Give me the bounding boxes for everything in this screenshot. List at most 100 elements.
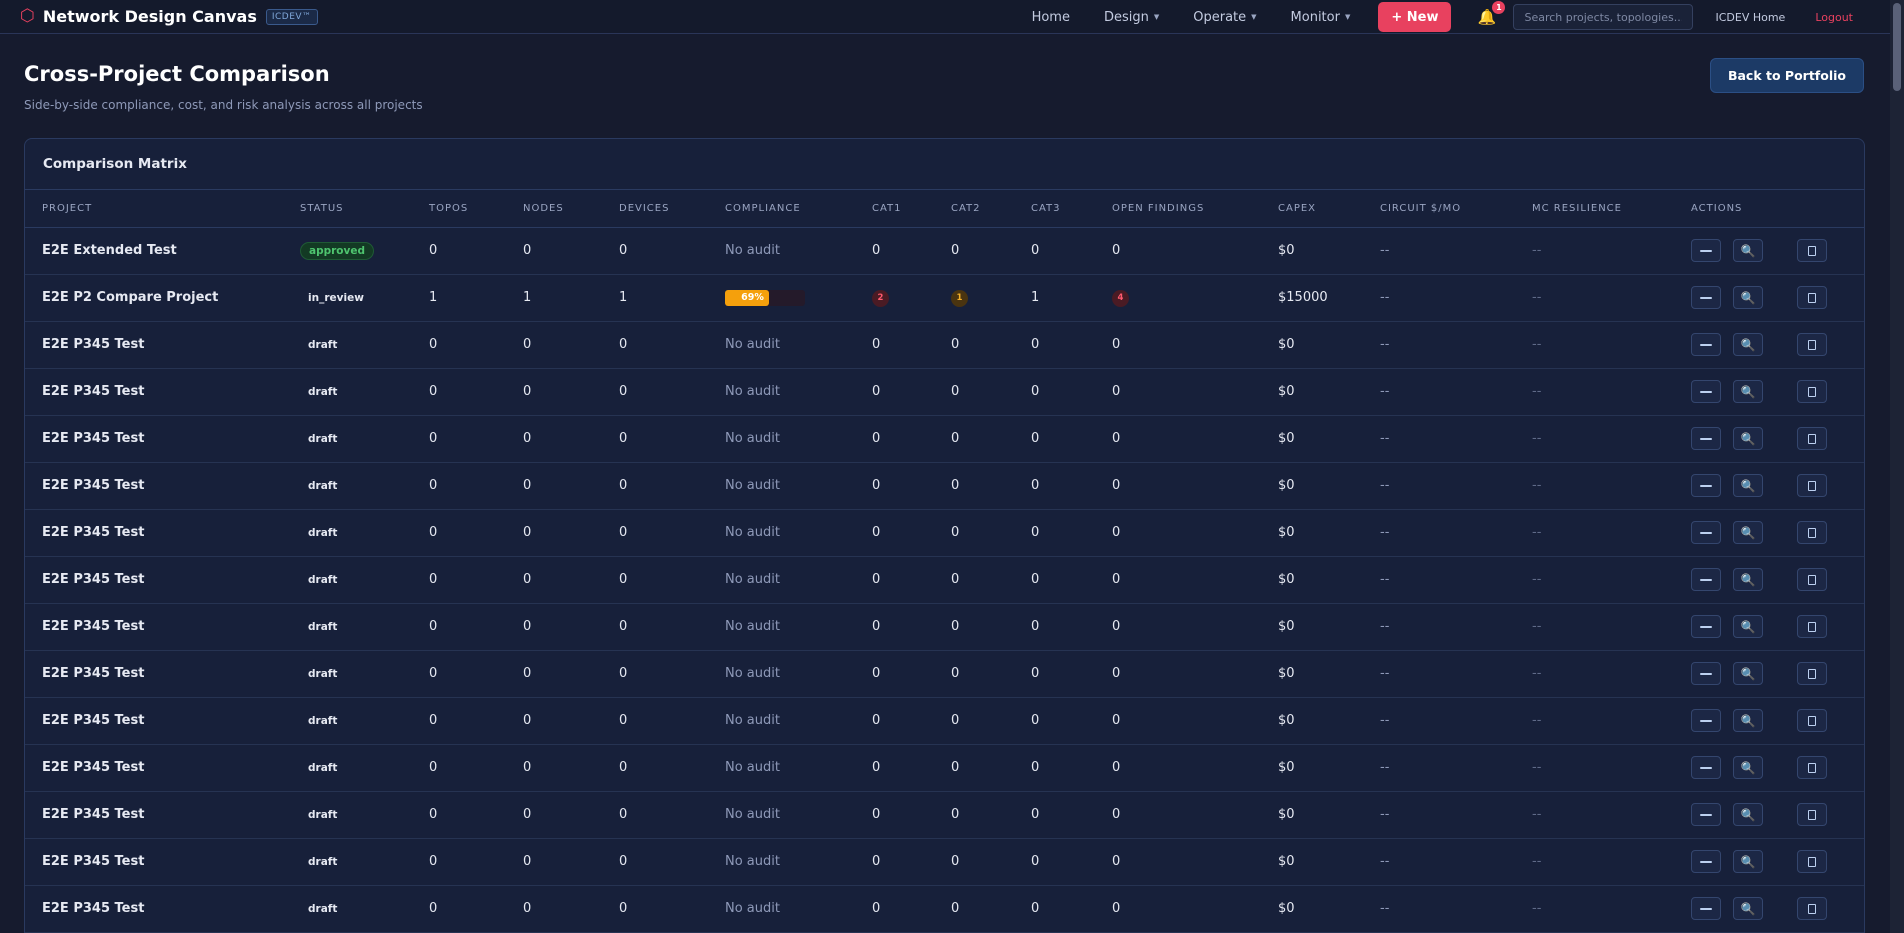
inspect-icon[interactable]: 🔍	[1733, 474, 1763, 497]
report-icon[interactable]	[1797, 897, 1827, 920]
inspect-icon[interactable]: 🔍	[1733, 615, 1763, 638]
inspect-icon[interactable]: 🔍	[1733, 380, 1763, 403]
nav-link-monitor[interactable]: Monitor ▼	[1290, 9, 1351, 25]
report-icon[interactable]	[1797, 521, 1827, 544]
table-row[interactable]: E2E P345 Test draft 0 0 0 No audit 0 0 0 0 $0 -- -- 🔍	[25, 415, 1864, 463]
table-row[interactable]: E2E P345 Test draft 0 0 0 No audit 0 0 0 0 $0 -- -- 🔍	[25, 321, 1864, 369]
project-name[interactable]: E2E P345 Test	[25, 650, 283, 698]
inspect-icon[interactable]: 🔍	[1733, 756, 1763, 779]
inspect-icon[interactable]: 🔍	[1733, 521, 1763, 544]
project-name[interactable]: E2E P345 Test	[25, 603, 283, 651]
table-row[interactable]: E2E Extended Test approved 0 0 0 No audit 0 0 0 0…	[25, 227, 1864, 275]
nav-link-operate[interactable]: Operate ▼	[1193, 9, 1257, 25]
collapse-icon[interactable]	[1691, 380, 1721, 403]
report-icon[interactable]	[1797, 709, 1827, 732]
table-row[interactable]: E2E P345 Test draft 0 0 0 No audit 0 0 0 0 $0 -- -- 🔍	[25, 885, 1864, 933]
report-icon[interactable]	[1797, 756, 1827, 779]
page-scrollbar[interactable]	[1890, 0, 1904, 933]
devices-value: 0	[602, 415, 708, 463]
report-icon[interactable]	[1797, 286, 1827, 309]
actions-cell: 🔍	[1674, 274, 1864, 322]
back-to-portfolio-button[interactable]: Back to Portfolio	[1709, 58, 1864, 93]
open-findings-value: 0	[1095, 368, 1261, 416]
search-input[interactable]	[1513, 4, 1694, 30]
nav-link-design[interactable]: Design ▼	[1103, 9, 1160, 25]
table-row[interactable]: E2E P345 Test draft 0 0 0 No audit 0 0 0 0 $0 -- -- 🔍	[25, 838, 1864, 886]
project-name[interactable]: E2E P345 Test	[25, 462, 283, 510]
report-icon[interactable]	[1797, 850, 1827, 873]
table-row[interactable]: E2E P2 Compare Project in_review 1 1 1 69% 2 1 1…	[25, 274, 1864, 322]
circuit-cost-value: --	[1363, 791, 1515, 839]
inspect-icon[interactable]: 🔍	[1733, 803, 1763, 826]
collapse-icon[interactable]	[1691, 897, 1721, 920]
collapse-icon[interactable]	[1691, 803, 1721, 826]
status-badge: draft	[308, 479, 338, 492]
project-name[interactable]: E2E P345 Test	[25, 321, 283, 369]
inspect-icon[interactable]: 🔍	[1733, 709, 1763, 732]
inspect-icon[interactable]: 🔍	[1733, 239, 1763, 262]
compliance-value: No audit	[708, 603, 855, 651]
project-name[interactable]: E2E P345 Test	[25, 885, 283, 933]
collapse-icon[interactable]	[1691, 286, 1721, 309]
report-icon[interactable]	[1797, 333, 1827, 356]
inspect-icon[interactable]: 🔍	[1733, 850, 1763, 873]
cat3-value: 0	[1014, 462, 1095, 510]
topos-value: 0	[412, 368, 506, 416]
report-icon[interactable]	[1797, 380, 1827, 403]
notifications-button[interactable]: 🔔 1	[1477, 1, 1506, 27]
table-row[interactable]: E2E P345 Test draft 0 0 0 No audit 0 0 0 0 $0 -- -- 🔍	[25, 791, 1864, 839]
table-row[interactable]: E2E P345 Test draft 0 0 0 No audit 0 0 0 0 $0 -- -- 🔍	[25, 509, 1864, 557]
caret-down-icon: ▼	[1153, 12, 1160, 21]
collapse-icon[interactable]	[1691, 474, 1721, 497]
magnifier-icon: 🔍	[1740, 290, 1756, 305]
collapse-icon[interactable]	[1691, 615, 1721, 638]
report-icon[interactable]	[1797, 239, 1827, 262]
report-icon[interactable]	[1797, 615, 1827, 638]
table-row[interactable]: E2E P345 Test draft 0 0 0 No audit 0 0 0 0 $0 -- -- 🔍	[25, 368, 1864, 416]
inspect-icon[interactable]: 🔍	[1733, 568, 1763, 591]
report-icon[interactable]	[1797, 662, 1827, 685]
collapse-icon[interactable]	[1691, 709, 1721, 732]
collapse-icon[interactable]	[1691, 239, 1721, 262]
table-row[interactable]: E2E P345 Test draft 0 0 0 No audit 0 0 0 0 $0 -- -- 🔍	[25, 697, 1864, 745]
collapse-icon[interactable]	[1691, 427, 1721, 450]
table-row[interactable]: E2E P345 Test draft 0 0 0 No audit 0 0 0 0 $0 -- -- 🔍	[25, 650, 1864, 698]
collapse-icon[interactable]	[1691, 756, 1721, 779]
report-icon[interactable]	[1797, 568, 1827, 591]
project-name[interactable]: E2E Extended Test	[25, 227, 283, 275]
table-row[interactable]: E2E P345 Test draft 0 0 0 No audit 0 0 0 0 $0 -- -- 🔍	[25, 462, 1864, 510]
brand[interactable]: ⬡ Network Design Canvas ICDEV™	[20, 7, 318, 26]
project-name[interactable]: E2E P345 Test	[25, 368, 283, 416]
table-row[interactable]: E2E P345 Test draft 0 0 0 No audit 0 0 0 0 $0 -- -- 🔍	[25, 556, 1864, 604]
project-name[interactable]: E2E P345 Test	[25, 697, 283, 745]
report-icon[interactable]	[1797, 427, 1827, 450]
project-name[interactable]: E2E P345 Test	[25, 509, 283, 557]
project-name[interactable]: E2E P345 Test	[25, 791, 283, 839]
scrollbar-thumb[interactable]	[1893, 3, 1901, 91]
project-name[interactable]: E2E P345 Test	[25, 744, 283, 792]
logout-link[interactable]: Logout	[1815, 10, 1853, 24]
table-row[interactable]: E2E P345 Test draft 0 0 0 No audit 0 0 0 0 $0 -- -- 🔍	[25, 603, 1864, 651]
collapse-icon[interactable]	[1691, 568, 1721, 591]
project-name[interactable]: E2E P345 Test	[25, 556, 283, 604]
new-button[interactable]: + New	[1378, 2, 1452, 32]
project-name[interactable]: E2E P2 Compare Project	[25, 274, 283, 322]
project-name[interactable]: E2E P345 Test	[25, 838, 283, 886]
nav-link-home[interactable]: Home	[1031, 9, 1070, 25]
report-icon[interactable]	[1797, 474, 1827, 497]
icdev-home-link[interactable]: ICDEV Home	[1715, 10, 1786, 24]
collapse-icon[interactable]	[1691, 333, 1721, 356]
project-name[interactable]: E2E P345 Test	[25, 415, 283, 463]
inspect-icon[interactable]: 🔍	[1733, 662, 1763, 685]
inspect-icon[interactable]: 🔍	[1733, 427, 1763, 450]
report-icon[interactable]	[1797, 803, 1827, 826]
inspect-icon[interactable]: 🔍	[1733, 286, 1763, 309]
mc-resilience-value: --	[1515, 885, 1674, 933]
collapse-icon[interactable]	[1691, 662, 1721, 685]
inspect-icon[interactable]: 🔍	[1733, 897, 1763, 920]
status-badge: draft	[308, 338, 338, 351]
collapse-icon[interactable]	[1691, 850, 1721, 873]
inspect-icon[interactable]: 🔍	[1733, 333, 1763, 356]
collapse-icon[interactable]	[1691, 521, 1721, 544]
table-row[interactable]: E2E P345 Test draft 0 0 0 No audit 0 0 0 0 $0 -- -- 🔍	[25, 744, 1864, 792]
